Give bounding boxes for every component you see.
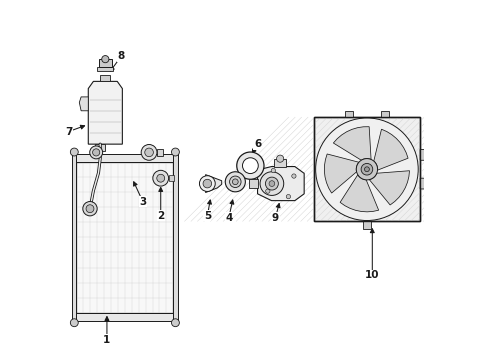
Bar [314, 117, 420, 221]
Bar [76, 154, 173, 162]
Bar [72, 154, 76, 320]
Text: 6: 6 [254, 139, 261, 149]
Bar [363, 221, 371, 229]
Polygon shape [205, 175, 221, 193]
Polygon shape [340, 175, 379, 212]
Circle shape [365, 167, 369, 172]
Circle shape [237, 152, 264, 179]
Circle shape [361, 163, 373, 175]
Bar [76, 162, 173, 313]
Circle shape [232, 179, 238, 185]
Polygon shape [324, 154, 359, 193]
Circle shape [356, 159, 378, 180]
Polygon shape [420, 149, 428, 160]
Circle shape [292, 174, 296, 178]
Circle shape [71, 319, 78, 327]
Circle shape [102, 55, 109, 63]
Circle shape [153, 170, 169, 186]
Text: 4: 4 [225, 213, 233, 222]
Text: 2: 2 [157, 211, 164, 221]
Polygon shape [88, 81, 122, 144]
Bar [157, 149, 164, 156]
Bar [381, 111, 389, 117]
Circle shape [266, 177, 278, 190]
Text: 7: 7 [65, 127, 72, 136]
Bar [95, 144, 105, 150]
Polygon shape [369, 171, 410, 205]
Polygon shape [258, 167, 304, 201]
Text: 3: 3 [139, 197, 147, 207]
Circle shape [269, 181, 275, 186]
Text: 5: 5 [204, 211, 211, 221]
Bar [169, 175, 174, 181]
Circle shape [203, 179, 212, 188]
Circle shape [71, 148, 78, 156]
Polygon shape [420, 178, 428, 189]
Circle shape [266, 189, 270, 193]
Circle shape [225, 172, 245, 192]
Bar [173, 154, 177, 320]
Circle shape [141, 144, 157, 160]
Text: 8: 8 [118, 51, 125, 61]
Bar [100, 75, 110, 81]
Circle shape [260, 172, 284, 195]
Circle shape [199, 176, 215, 192]
Circle shape [276, 155, 284, 162]
Bar [274, 159, 286, 167]
Bar [98, 67, 113, 71]
Circle shape [271, 168, 275, 173]
Circle shape [286, 194, 291, 199]
Circle shape [83, 202, 97, 216]
Circle shape [145, 148, 153, 157]
Circle shape [172, 319, 179, 327]
Polygon shape [333, 127, 371, 160]
Circle shape [93, 149, 100, 156]
Bar [76, 313, 173, 320]
Bar [99, 59, 112, 67]
Bar [344, 111, 353, 117]
Bar [248, 179, 258, 188]
Text: 10: 10 [365, 270, 380, 280]
Circle shape [90, 146, 102, 159]
Bar [314, 117, 420, 221]
Circle shape [230, 176, 241, 188]
Text: 1: 1 [103, 334, 111, 345]
Circle shape [172, 148, 179, 156]
Circle shape [316, 118, 418, 221]
Polygon shape [374, 129, 408, 170]
Circle shape [243, 158, 258, 174]
Circle shape [86, 205, 94, 213]
Polygon shape [79, 97, 88, 111]
Circle shape [157, 174, 165, 182]
Text: 9: 9 [272, 213, 279, 222]
